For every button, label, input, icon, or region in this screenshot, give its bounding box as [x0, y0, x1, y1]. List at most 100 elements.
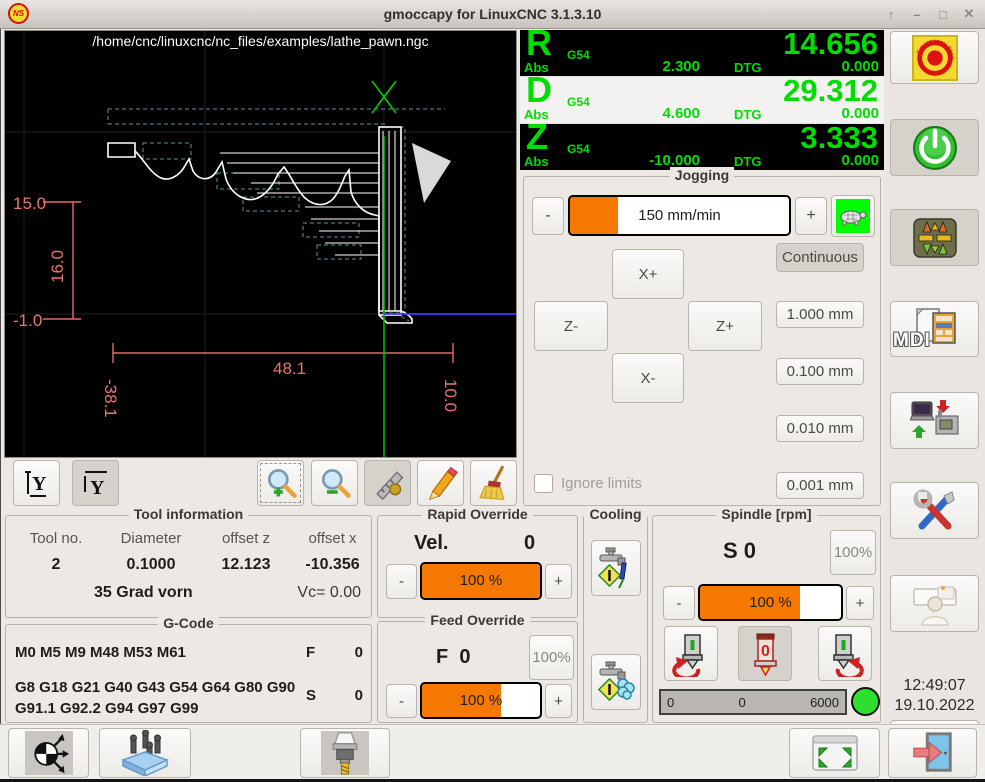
touch-off-button[interactable]: [8, 728, 89, 778]
feed-decrease-button[interactable]: -: [386, 684, 417, 718]
dro-axis-d[interactable]: D G54 29.312 Abs 4.600 DTG 0.000: [520, 69, 884, 123]
coord-system: G54: [567, 142, 590, 156]
tool-description: 35 Grad vorn: [94, 584, 193, 601]
spindle-stop-button[interactable]: 0: [738, 626, 792, 681]
feed-increase-button[interactable]: +: [545, 684, 572, 718]
clear-plot-button[interactable]: [470, 460, 517, 506]
manual-mode-button[interactable]: [890, 209, 979, 266]
toolpath-hatching: [220, 131, 396, 311]
rapid-override-title: Rapid Override: [422, 506, 533, 522]
settings-button[interactable]: [890, 482, 979, 539]
loaded-file-path: /home/cnc/linuxcnc/nc_files/examples/lat…: [92, 33, 429, 49]
quit-button[interactable]: [888, 728, 977, 778]
show-dimensions-button[interactable]: [364, 460, 411, 506]
spindle-rpm-bar: 0 0 6000: [659, 689, 847, 715]
feed-reset-button[interactable]: 100%: [529, 635, 574, 680]
svg-text:-38.1: -38.1: [101, 379, 120, 418]
increment-button-2[interactable]: 0.100 mm: [776, 358, 864, 385]
broom-icon: [478, 465, 505, 501]
svg-text:10.0: 10.0: [441, 379, 460, 412]
jog-z-plus-button[interactable]: Z+: [688, 301, 762, 351]
gcode-preview[interactable]: 15.0 16.0 -1.0 48.1 -38.1 10.0 /home/cnc…: [4, 30, 517, 458]
spindle-override-bar[interactable]: 100 %: [698, 584, 843, 621]
close-window-icon[interactable]: ✕: [963, 6, 975, 21]
jog-continuous-button[interactable]: Continuous: [776, 243, 864, 272]
edit-gcode-button[interactable]: [417, 460, 464, 506]
spindle-stop-icon: 0: [754, 633, 777, 677]
dro-axis-r[interactable]: R G54 14.656 Abs 2.300 DTG 0.000: [520, 22, 884, 76]
feed-override-bar[interactable]: 100 %: [420, 682, 542, 719]
machine-on-button[interactable]: [890, 119, 979, 176]
increment-button-3[interactable]: 0.010 mm: [776, 415, 864, 442]
svg-text:0: 0: [761, 643, 770, 660]
caliper-icon: [375, 471, 403, 501]
spindle-rpm-max: 6000: [810, 694, 839, 710]
dro-axis-z[interactable]: Z G54 3.333 Abs -10.000 DTG 0.000: [520, 116, 884, 170]
svg-text:Y: Y: [90, 477, 105, 499]
spindle-title: Spindle [rpm]: [716, 506, 817, 522]
fullscreen-icon: [811, 735, 858, 771]
mdi-mode-button[interactable]: MDI: [890, 301, 979, 357]
minimize-window-icon[interactable]: –: [913, 6, 921, 22]
rapid-increase-button[interactable]: +: [545, 564, 572, 599]
estop-button[interactable]: Emergency-Stop: [890, 31, 979, 84]
zoom-out-icon: [321, 469, 351, 498]
dimension-y-top-button[interactable]: Y: [72, 460, 119, 506]
jog-speed-increase-button[interactable]: +: [795, 197, 827, 235]
active-g-codes: G8 G18 G21 G40 G43 G54 G64 G80 G90 G91.1…: [15, 679, 296, 717]
spindle-right-button[interactable]: [818, 626, 872, 681]
jog-z-minus-button[interactable]: Z-: [534, 301, 608, 351]
increment-button-1[interactable]: 1.000 mm: [776, 301, 864, 328]
jog-speed-decrease-button[interactable]: -: [532, 197, 564, 235]
spindle-left-button[interactable]: [664, 626, 718, 681]
spindle-decrease-button[interactable]: -: [663, 586, 695, 620]
mist-coolant-button[interactable]: [591, 540, 641, 596]
svg-text:15.0: 15.0: [13, 194, 46, 213]
jog-x-plus-button[interactable]: X+: [612, 249, 684, 299]
dimension-labels: 15.0 16.0 -1.0 48.1 -38.1 10.0: [13, 194, 460, 418]
fullscreen-button[interactable]: [789, 728, 880, 778]
jog-speed-bar[interactable]: 150 mm/min: [568, 195, 791, 236]
abs-value: 2.300: [662, 58, 700, 75]
flood-coolant-button[interactable]: [591, 654, 641, 710]
turtle-jog-button[interactable]: [831, 195, 875, 237]
gcode-panel: G-Code M0 M5 M9 M48 M53 M61 F 0 G8 G18 G…: [5, 615, 372, 723]
y-top-dimension-icon: Y: [83, 471, 107, 499]
bottom-toolbar: [0, 724, 985, 780]
svg-text:Y: Y: [32, 473, 47, 495]
tool-change-button[interactable]: [300, 728, 390, 778]
jog-x-minus-button[interactable]: X-: [612, 353, 684, 403]
shade-window-icon[interactable]: ↑: [887, 6, 895, 22]
offset-x-value: -10.356: [305, 556, 360, 573]
jog-pad-icon: [912, 217, 957, 258]
spindle-at-speed-led: [851, 687, 880, 716]
ignore-limits-checkbox[interactable]: [534, 474, 553, 493]
dtg-label: DTG: [734, 60, 762, 75]
dro-panel: R G54 14.656 Abs 2.300 DTG 0.000 D G54 2…: [520, 22, 884, 170]
tool-no-header: Tool no.: [29, 530, 83, 547]
zoom-in-button[interactable]: [257, 460, 304, 506]
spindle-increase-button[interactable]: +: [846, 586, 874, 620]
dimension-y-button[interactable]: Y: [13, 460, 60, 506]
auto-mode-button[interactable]: [890, 392, 979, 449]
offset-x-header: offset x: [308, 530, 357, 547]
touch-plate-button[interactable]: [99, 728, 191, 778]
spindle-panel: Spindle [rpm] S 0 100% - 100 % + 0: [652, 506, 881, 723]
svg-text:-1.0: -1.0: [13, 311, 42, 330]
zoom-out-button[interactable]: [311, 460, 358, 506]
maximize-window-icon[interactable]: □: [939, 6, 947, 22]
window-bottom-edge: [0, 779, 985, 782]
rapid-decrease-button[interactable]: -: [386, 564, 417, 599]
feed-value: F 0: [436, 646, 471, 668]
increment-button-4[interactable]: 0.001 mm: [776, 472, 864, 499]
spindle-override-value: 100 %: [749, 593, 792, 611]
axis-letter: D: [526, 69, 552, 110]
window-title: gmoccapy for LinuxCNC 3.1.3.10: [383, 6, 602, 22]
user-settings-button[interactable]: [890, 575, 979, 632]
spindle-reset-button[interactable]: 100%: [830, 530, 876, 575]
offset-z-header: offset z: [221, 530, 271, 547]
rapid-override-bar[interactable]: 100 %: [420, 562, 542, 600]
rapid-override-panel: Rapid Override Vel. 0 - 100 % +: [377, 506, 578, 618]
emergency-stop-icon: Emergency-Stop: [911, 34, 958, 81]
mode-sidebar: Emergency-Stop: [884, 29, 985, 780]
